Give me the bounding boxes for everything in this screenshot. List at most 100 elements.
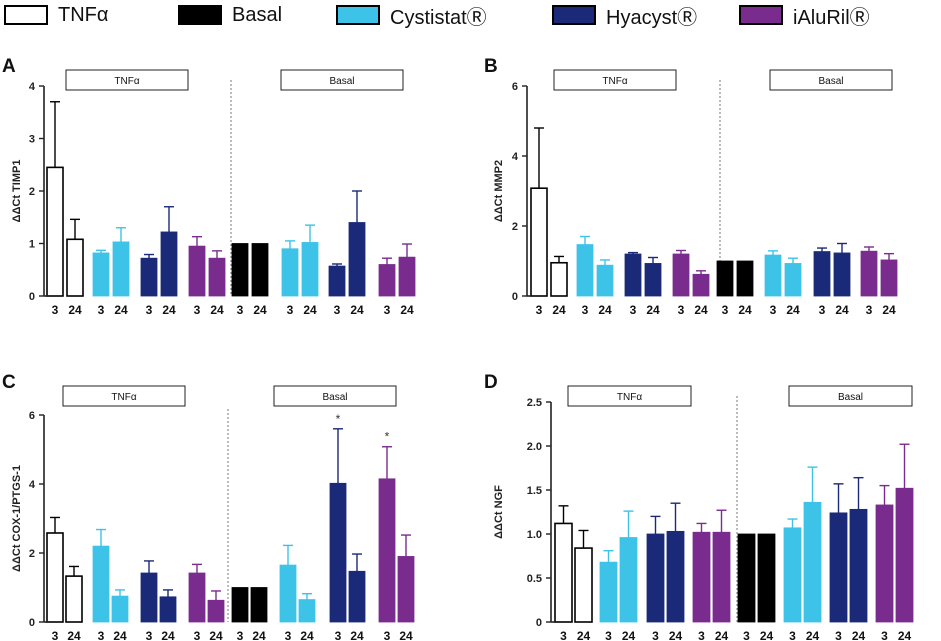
bar-hyacyst-tnfa-3 (646, 533, 665, 623)
x-tick-label: 24 (253, 303, 267, 317)
group-label-tnfa: TNFα (602, 76, 627, 87)
x-tick-label: 3 (605, 629, 612, 641)
bar-cystistat-tnfa-3 (92, 252, 110, 297)
bar-tnfa-24 (550, 261, 568, 297)
significance-marker: * (385, 430, 390, 444)
bar-ialuril-tnfa-3 (188, 572, 206, 623)
x-tick-label: 3 (237, 629, 244, 641)
bar-hyacyst-basal-24 (348, 222, 366, 297)
x-tick-label: 24 (598, 303, 612, 317)
x-tick-label: 24 (350, 629, 364, 641)
bar-hyacyst-tnfa-3 (140, 572, 158, 623)
x-tick-label: 24 (300, 629, 314, 641)
y-tick-label: 0 (29, 291, 35, 303)
x-tick-label: 3 (146, 629, 153, 641)
bar-ialuril-basal-24 (895, 487, 914, 623)
x-tick-label: 3 (630, 303, 637, 317)
x-tick-label: 3 (285, 629, 292, 641)
bar-ialuril-tnfa-3 (672, 253, 690, 297)
panel-letter: C (2, 372, 16, 393)
x-tick-label: 3 (536, 303, 543, 317)
legend-item-hyacyst: HyacystⓇ (552, 3, 697, 29)
group-box-basal (273, 385, 397, 407)
y-tick-label: 2.5 (527, 397, 542, 409)
bar-cystistat-basal-24 (301, 242, 319, 297)
bar-cystistat-tnfa-3 (599, 561, 618, 623)
bar-ialuril-tnfa-24 (692, 273, 710, 297)
bar-ialuril-tnfa-3 (692, 531, 711, 623)
bar-hyacyst-basal-3 (813, 251, 831, 297)
x-tick-label: 3 (334, 303, 341, 317)
bar-cystistat-basal-3 (281, 248, 299, 297)
bar-cystistat-tnfa-24 (111, 595, 129, 623)
panel-letter: B (484, 56, 498, 77)
legend-label-cystistat: CystistatⓇ (390, 6, 487, 29)
bar-hyacyst-tnfa-24 (644, 263, 662, 297)
x-tick-label: 24 (669, 629, 683, 641)
bar-cystistat-basal-24 (298, 599, 316, 623)
bar-cystistat-basal-24 (803, 501, 822, 623)
bar-cystistat-tnfa-24 (596, 264, 614, 297)
x-tick-label: 3 (722, 303, 729, 317)
bar-ialuril-basal-3 (875, 504, 894, 623)
x-tick-label: 24 (210, 303, 224, 317)
x-tick-label: 3 (384, 303, 391, 317)
bar-ialuril-tnfa-24 (712, 531, 731, 623)
group-box-tnfa (62, 385, 186, 407)
x-tick-label: 3 (582, 303, 589, 317)
group-label-tnfa: TNFα (111, 392, 136, 403)
bar-cystistat-basal-3 (764, 254, 782, 297)
bar-tnfa-24 (574, 547, 593, 623)
y-tick-label: 3 (29, 134, 35, 146)
legend-label-basal: Basal (232, 3, 283, 26)
bar-basal-3 (716, 260, 734, 297)
legend-swatch-basal (178, 5, 222, 25)
x-tick-label: 24 (694, 303, 708, 317)
bar-ialuril-tnfa-3 (188, 245, 206, 297)
y-axis-label: ΔΔCt TIMP1 (11, 160, 23, 223)
x-tick-label: 24 (806, 629, 820, 641)
bar-tnfa-3 (46, 166, 64, 297)
x-tick-label: 24 (786, 303, 800, 317)
x-tick-label: 3 (881, 629, 888, 641)
group-label-tnfa: TNFα (114, 76, 139, 87)
bar-hyacyst-basal-3 (328, 265, 346, 297)
bar-ialuril-basal-24 (398, 256, 416, 297)
y-axis-label: ΔΔCt MMP2 (493, 160, 505, 222)
x-tick-label: 24 (209, 629, 223, 641)
x-tick-label: 3 (146, 303, 153, 317)
bar-tnfa-3 (554, 522, 573, 623)
bar-tnfa-24 (65, 575, 83, 623)
bar-basal-24 (757, 533, 776, 623)
group-box-basal (280, 69, 404, 91)
bar-basal-3 (231, 243, 249, 297)
y-tick-label: 1 (29, 239, 35, 251)
bar-cystistat-basal-24 (784, 263, 802, 297)
bar-ialuril-basal-3 (378, 478, 396, 623)
bar-hyacyst-basal-3 (829, 512, 848, 623)
bar-hyacyst-tnfa-3 (624, 253, 642, 297)
y-tick-label: 6 (512, 81, 518, 93)
group-label-basal: Basal (818, 76, 843, 87)
y-tick-label: 2 (29, 548, 35, 560)
legend-swatch-ialuril (739, 5, 783, 25)
x-tick-label: 24 (646, 303, 660, 317)
bar-ialuril-basal-3 (860, 250, 878, 297)
group-box-tnfa (553, 69, 677, 91)
group-label-basal: Basal (838, 392, 863, 403)
group-box-basal (769, 69, 893, 91)
x-tick-label: 24 (760, 629, 774, 641)
panel-ngf: D 0 0.5 1.0 1.5 2.0 2.5 ΔΔCt NGF TNFα Basal 3 24 3 24… (484, 372, 914, 641)
x-tick-label: 24 (68, 303, 82, 317)
bar-cystistat-tnfa-24 (112, 241, 130, 297)
x-tick-label: 3 (819, 303, 826, 317)
x-tick-label: 24 (400, 303, 414, 317)
x-tick-label: 3 (52, 303, 59, 317)
y-tick-label: 2 (29, 186, 35, 198)
bar-hyacyst-basal-3 (329, 482, 347, 623)
y-tick-label: 1.0 (527, 529, 542, 541)
x-tick-label: 24 (67, 629, 81, 641)
bar-cystistat-tnfa-24 (619, 537, 638, 623)
